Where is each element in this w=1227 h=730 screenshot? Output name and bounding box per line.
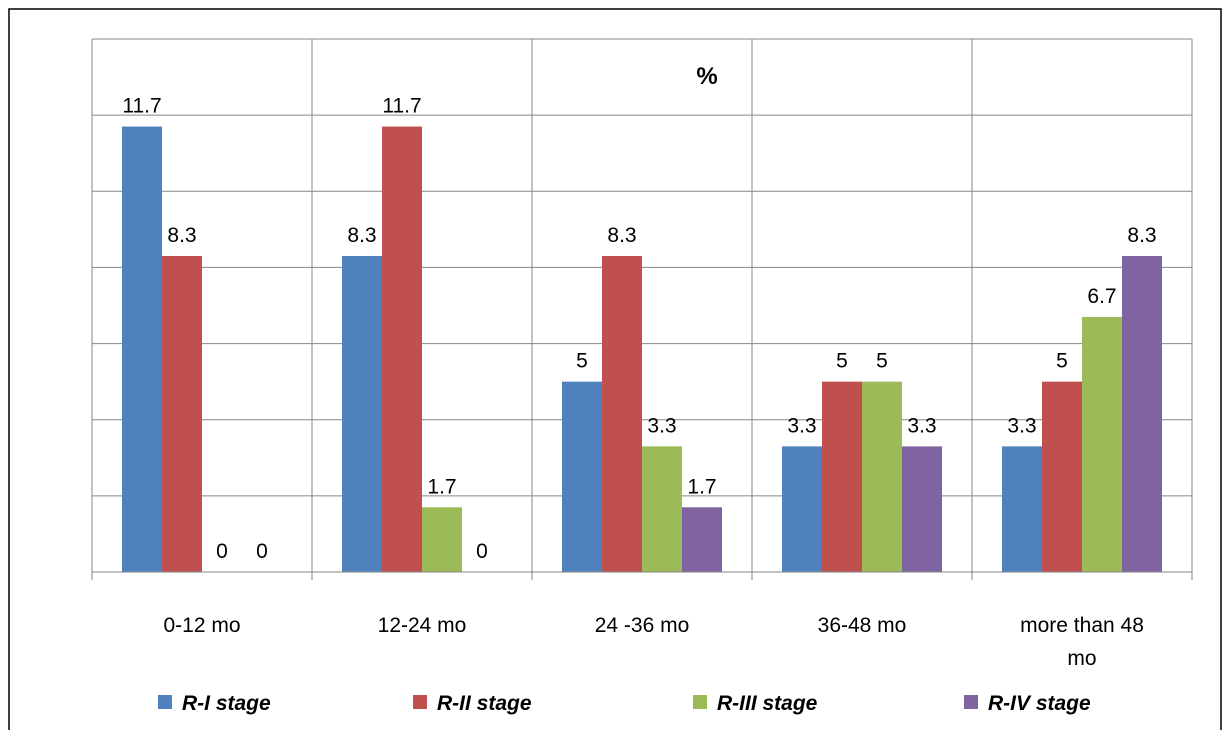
data-label: 11.7	[382, 95, 421, 118]
data-label: 3.3	[1007, 414, 1036, 437]
legend-label: R-II stage	[437, 692, 532, 715]
x-tick-label: 0-12 mo	[163, 614, 240, 637]
x-tick-label: 12-24 mo	[378, 614, 467, 637]
bar	[1042, 381, 1082, 572]
data-label: 8.3	[347, 224, 376, 247]
data-label: 8.3	[607, 224, 636, 247]
x-tick-label: 24 -36 mo	[595, 614, 690, 637]
data-label: 8.3	[1127, 224, 1156, 247]
bar	[782, 446, 822, 572]
data-label: 5	[836, 350, 848, 373]
legend-label: R-IV stage	[988, 692, 1091, 715]
data-label: 5	[876, 350, 888, 373]
legend-item: R-II stage	[413, 692, 532, 715]
data-label: 6.7	[1087, 285, 1116, 308]
data-labels: 11.7 8.3 5 3.3 3.3 8.3 11.7 8.3 5 5 0 1.7 3.3 5 6.7 0 0 1…	[122, 95, 1156, 563]
x-axis: 0-12 mo 12-24 mo 24 -36 mo 36-48 mo more tha…	[91, 571, 1193, 670]
data-label: 11.7	[122, 95, 161, 118]
bar	[682, 507, 722, 572]
bar	[862, 381, 902, 572]
bar	[1082, 316, 1122, 572]
bar	[162, 256, 202, 572]
data-label: 8.3	[167, 224, 196, 247]
legend: R-I stage R-II stage R-III stage R-IV stage	[158, 692, 1091, 715]
legend-item: R-IV stage	[964, 692, 1091, 715]
legend-swatch	[413, 695, 427, 709]
legend-item: R-III stage	[693, 692, 818, 715]
bar	[422, 507, 462, 572]
bar	[822, 381, 862, 572]
legend-label: R-III stage	[717, 692, 818, 715]
data-label: 5	[1056, 350, 1068, 373]
legend-label: R-I stage	[182, 692, 271, 715]
bar	[1002, 446, 1042, 572]
legend-swatch	[964, 695, 978, 709]
chart-title: %	[696, 63, 717, 90]
x-tick-label: more than 48 mo	[1020, 614, 1144, 670]
data-label: 3.3	[787, 414, 816, 437]
data-label: 0	[216, 540, 228, 563]
legend-swatch	[693, 695, 707, 709]
bar	[122, 126, 162, 573]
data-label: 3.3	[907, 414, 936, 437]
x-tick-label: 36-48 mo	[818, 614, 907, 637]
data-label: 0	[256, 540, 268, 563]
bar	[382, 126, 422, 573]
bars	[122, 126, 1162, 573]
chart-frame	[8, 8, 1222, 730]
bar	[1122, 256, 1162, 572]
data-label: 1.7	[687, 475, 716, 498]
data-label: 3.3	[647, 414, 676, 437]
legend-item: R-I stage	[158, 692, 271, 715]
bar	[602, 256, 642, 572]
bar	[902, 446, 942, 572]
data-label: 1.7	[427, 475, 456, 498]
bar	[562, 381, 602, 572]
legend-swatch	[158, 695, 172, 709]
bar	[642, 446, 682, 572]
bar	[342, 256, 382, 572]
data-label: 0	[476, 540, 488, 563]
data-label: 5	[576, 350, 588, 373]
